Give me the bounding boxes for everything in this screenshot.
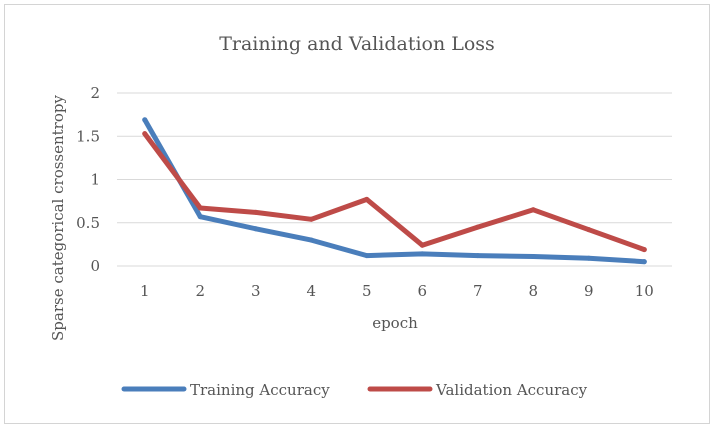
chart-title: Training and Validation Loss [219,33,495,55]
y-tick-labels: 0 0.5 1 1.5 2 [76,84,100,275]
gridlines [117,93,672,266]
y-tick-label: 1.5 [76,127,100,145]
data-point [253,226,258,231]
data-point [309,238,314,243]
data-point [475,225,480,230]
legend-label: Validation Accuracy [435,381,588,399]
data-point [420,251,425,256]
data-point [309,217,314,222]
data-point [420,243,425,248]
data-point [142,131,147,136]
y-tick-label: 1 [90,171,100,189]
data-point [364,253,369,258]
line-chart: Training and Validation Loss 0 0.5 1 1.5 2 1… [0,0,720,430]
data-point [531,254,536,259]
x-axis-label: epoch [372,314,418,332]
y-tick-label: 2 [90,84,100,102]
legend: Training Accuracy Validation Accuracy [124,381,588,399]
data-point [364,197,369,202]
y-tick-label: 0.5 [76,214,100,232]
x-tick-label: 9 [584,282,594,300]
series-line-2 [145,134,645,250]
data-point [586,227,591,232]
data-point [198,214,203,219]
y-tick-label: 0 [90,257,100,275]
x-tick-label: 4 [306,282,316,300]
data-point [142,117,147,122]
x-tick-label: 1 [140,282,150,300]
legend-label: Training Accuracy [190,381,330,399]
series-line-1 [145,120,645,262]
series-lines [142,117,647,264]
y-axis-label: Sparse categorical crossentropy [49,95,67,341]
x-tick-label: 5 [362,282,372,300]
data-point [475,253,480,258]
data-point [253,210,258,215]
x-tick-label: 2 [195,282,205,300]
data-point [642,259,647,264]
x-tick-label: 3 [251,282,261,300]
x-tick-label: 8 [528,282,538,300]
x-tick-label: 7 [473,282,483,300]
data-point [198,206,203,211]
x-tick-labels: 1 2 3 4 5 6 7 8 9 10 [140,282,654,300]
data-point [531,207,536,212]
x-tick-label: 6 [417,282,427,300]
x-tick-label: 10 [635,282,654,300]
data-point [642,247,647,252]
data-point [586,256,591,261]
